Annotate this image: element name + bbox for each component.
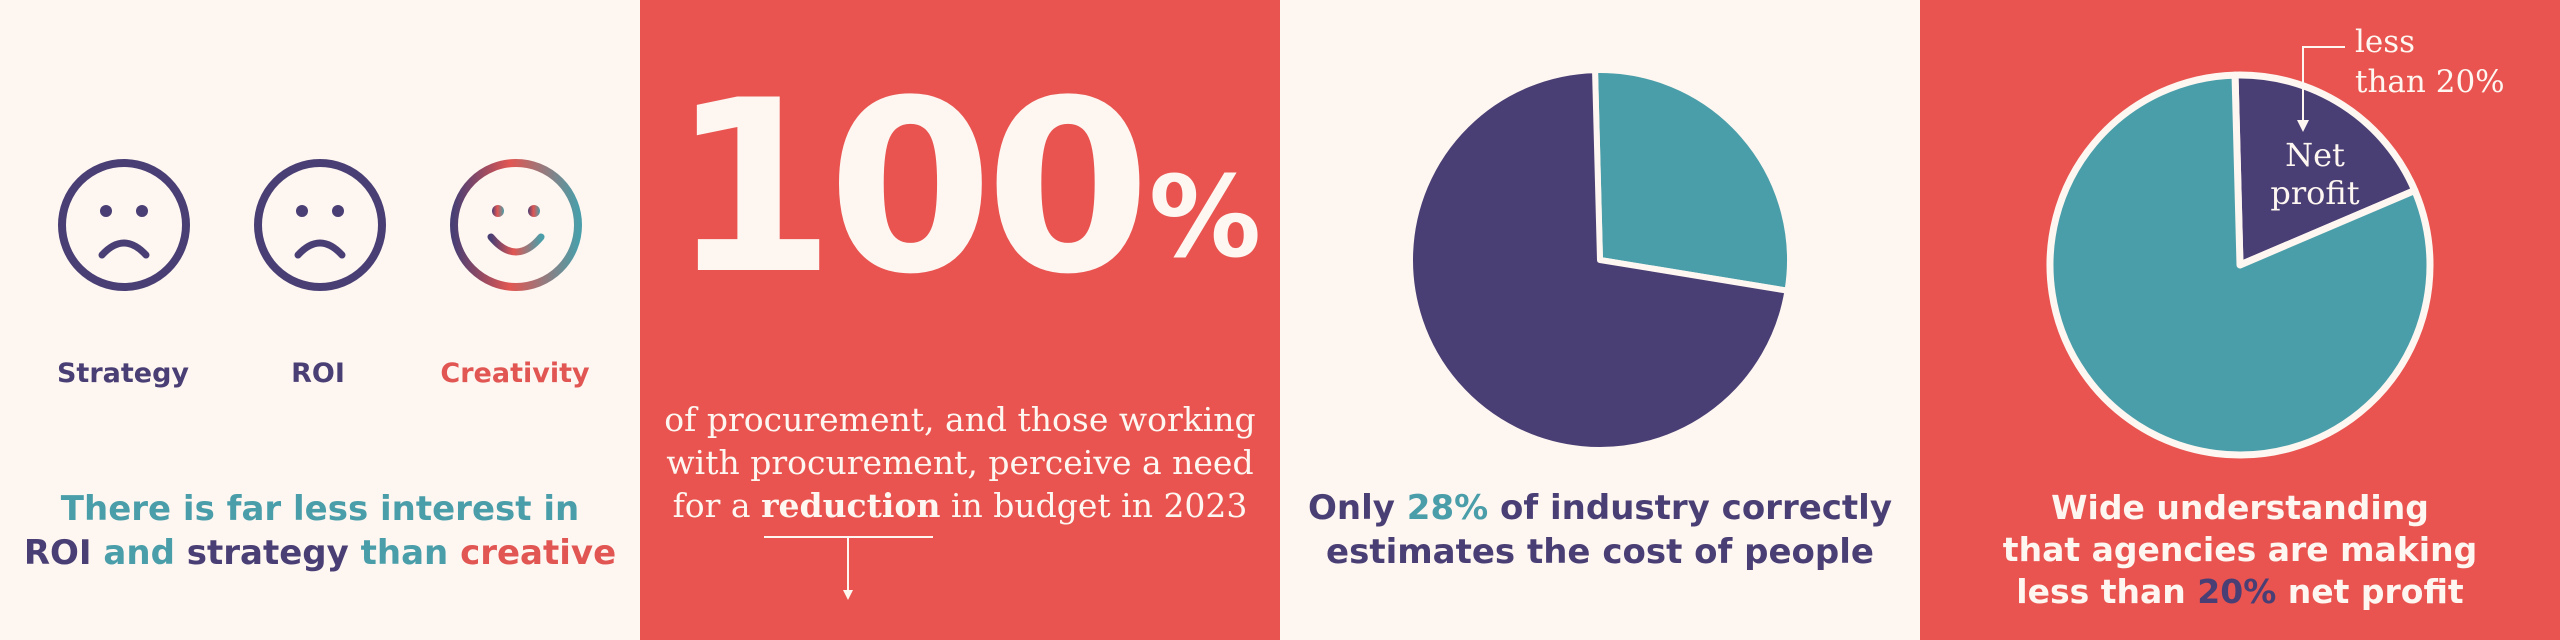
down-arrow-icon (764, 536, 933, 600)
big-stat-unit: % (1148, 153, 1262, 283)
caption-word: and (103, 533, 175, 573)
pie-slice-1 (2231, 71, 2419, 269)
interest-caption: There is far less interest in ROI and st… (0, 487, 640, 575)
caption-word: strategy (186, 533, 349, 573)
caption-percent: 20% (2197, 572, 2277, 611)
cost-panel: Only 28% of industry correctly estimates… (1280, 0, 1920, 640)
caption-line: estimates the cost of people (1326, 532, 1874, 572)
procurement-word: in budget in 2023 (950, 486, 1248, 525)
profit-panel: less than 20% Net profit Wide understand… (1920, 0, 2560, 640)
net-profit-label: Net profit (2240, 136, 2390, 212)
face-label-roi: ROI (291, 358, 345, 389)
caption-word: ROI (23, 533, 92, 573)
caption-word: creative (460, 533, 617, 573)
cost-caption: Only 28% of industry correctly estimates… (1280, 486, 1920, 574)
pie-slice-2 (1407, 67, 1791, 453)
pie-chart-cost (1407, 67, 1793, 453)
slice-label-line: profit (2270, 174, 2360, 212)
annotation-line: less (2355, 24, 2416, 60)
happy-face-icon (450, 159, 582, 291)
caption-line: There is far less interest in (60, 489, 580, 529)
caption-line: Wide understanding (2051, 488, 2429, 527)
pie-slice-1 (1592, 67, 1793, 294)
procurement-word: for a (672, 486, 751, 525)
pie-chart-profit (2046, 71, 2434, 459)
procurement-line: of procurement, and those working (664, 400, 1256, 439)
less-than-annotation: less than 20% (2355, 22, 2505, 102)
sad-face-icon (58, 159, 190, 291)
reduction-highlight: reduction (761, 486, 941, 525)
pie-slice-2 (2046, 71, 2434, 459)
procurement-text: of procurement, and those working with p… (640, 398, 1280, 527)
profit-caption: Wide understanding that agencies are mak… (1920, 487, 2560, 613)
big-stat: 100% (670, 70, 1270, 308)
caption-line: Only 28% of industry correctly (1280, 486, 1920, 530)
face-label-strategy: Strategy (56, 358, 190, 389)
caption-word: less than (2016, 572, 2186, 611)
caption-word: than (360, 533, 449, 573)
sad-face-icon (254, 159, 386, 291)
face-label-creativity: Creativity (440, 358, 590, 389)
slice-label-line: Net (2285, 136, 2345, 174)
big-stat-number: 100 (670, 50, 1151, 327)
caption-word: Only (1308, 488, 1395, 528)
procurement-panel: 100% of procurement, and those working w… (640, 0, 1280, 640)
caption-word: net profit (2287, 572, 2464, 611)
caption-word: of industry correctly (1500, 488, 1892, 528)
annotation-arrow-icon (2297, 46, 2345, 132)
procurement-line: with procurement, perceive a need (666, 443, 1254, 482)
caption-line: less than 20% net profit (1920, 571, 2560, 613)
procurement-line: for a reduction in budget in 2023 (640, 484, 1280, 527)
interest-panel: Strategy ROI Creativity There is far les… (0, 0, 640, 640)
caption-line: ROI and strategy than creative (0, 531, 640, 575)
annotation-line: than 20% (2355, 64, 2505, 100)
caption-percent: 28% (1406, 488, 1489, 528)
caption-line: that agencies are making (2002, 530, 2478, 569)
